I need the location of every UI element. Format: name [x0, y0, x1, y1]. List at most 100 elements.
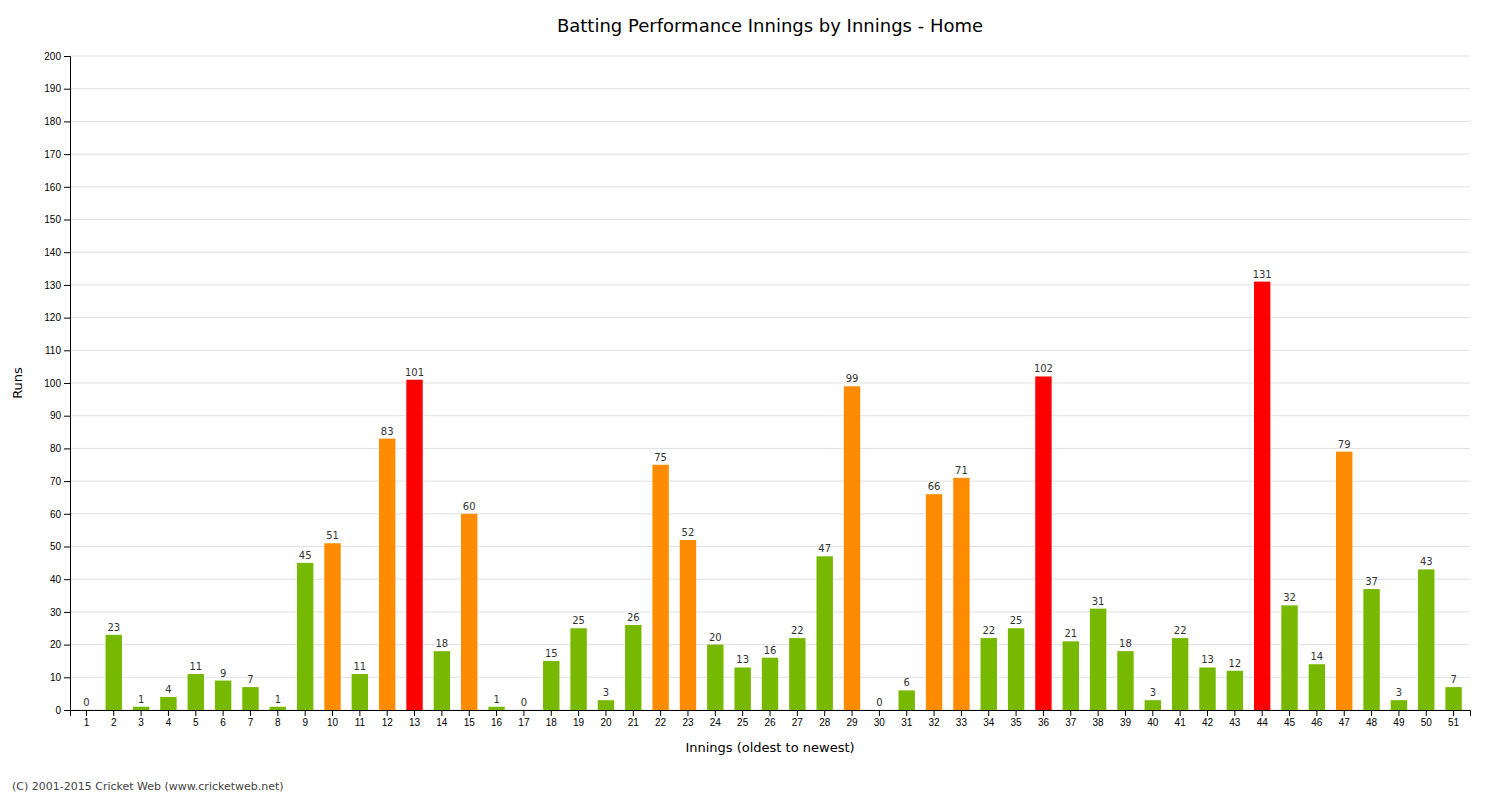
tick: 35	[1011, 710, 1023, 728]
tick: 190	[44, 83, 70, 94]
data-label: 32	[1283, 592, 1296, 603]
tick-label: 31	[901, 717, 913, 728]
tick-mark	[250, 710, 251, 716]
tick-label: 50	[1421, 717, 1433, 728]
data-label: 0	[521, 697, 527, 708]
data-label: 11	[189, 661, 202, 672]
tick-label: 48	[1366, 717, 1378, 728]
tick-mark	[1262, 710, 1263, 716]
tick: 50	[50, 541, 70, 552]
tick: 110	[45, 345, 70, 356]
tick-mark	[64, 154, 70, 155]
data-label: 7	[1450, 674, 1456, 685]
tick: 120	[44, 312, 70, 323]
tick-mark	[605, 710, 606, 716]
tick-mark	[1344, 710, 1345, 716]
tick-label: 43	[1229, 717, 1241, 728]
tick: 23	[682, 710, 694, 728]
bar	[625, 625, 641, 710]
grid-line	[70, 154, 1470, 155]
tick-mark	[906, 710, 907, 716]
data-label: 6	[904, 677, 910, 688]
bar	[844, 386, 860, 710]
tick-label: 22	[655, 717, 667, 728]
data-label: 1	[138, 694, 144, 705]
data-label: 3	[1396, 687, 1402, 698]
tick-label: 2	[111, 717, 117, 728]
tick-mark	[64, 252, 70, 253]
tick-label: 49	[1393, 717, 1405, 728]
tick-label: 19	[573, 717, 585, 728]
bar	[734, 667, 750, 710]
data-label: 22	[791, 625, 804, 636]
tick-label: 20	[600, 717, 612, 728]
bar	[461, 514, 477, 710]
bar	[270, 707, 286, 710]
tick-mark	[797, 710, 798, 716]
tick: 18	[546, 710, 558, 728]
tick-mark	[64, 645, 70, 646]
tick-label: 1	[84, 717, 90, 728]
tick-label: 70	[50, 476, 62, 487]
tick: 15	[464, 710, 476, 728]
tick-mark	[1234, 710, 1235, 716]
tick-label: 9	[302, 717, 308, 728]
data-label: 25	[572, 615, 585, 626]
tick: 1	[84, 710, 90, 728]
grid-line	[70, 219, 1470, 220]
tick-mark	[469, 710, 470, 716]
tick: 14	[436, 710, 448, 728]
data-label: 0	[876, 697, 882, 708]
tick-label: 90	[50, 410, 62, 421]
tick-mark	[523, 710, 524, 716]
plot: 0231411971455111831011860101525326755220…	[44, 51, 1470, 728]
tick: 32	[929, 710, 941, 728]
tick: 44	[1257, 710, 1269, 728]
bar	[926, 494, 942, 710]
bar	[1117, 651, 1133, 710]
tick-label: 15	[464, 717, 476, 728]
tick-label: 20	[50, 639, 62, 650]
grid-line	[70, 121, 1470, 122]
bar	[762, 658, 778, 710]
data-label: 4	[165, 684, 171, 695]
tick-mark	[441, 710, 442, 716]
y-axis-title: Runs	[10, 367, 25, 399]
data-label: 43	[1420, 556, 1433, 567]
tick-mark	[578, 710, 579, 716]
data-label: 3	[1150, 687, 1156, 698]
tick-label: 25	[737, 717, 749, 728]
tick-mark	[852, 710, 853, 716]
bar	[352, 674, 368, 710]
data-label: 83	[381, 426, 394, 437]
tick-label: 30	[874, 717, 886, 728]
tick-label: 39	[1120, 717, 1132, 728]
tick-mark	[1289, 710, 1290, 716]
tick-mark	[1453, 710, 1454, 716]
tick-label: 36	[1038, 717, 1050, 728]
tick-label: 6	[220, 717, 226, 728]
bar	[406, 380, 422, 710]
tick: 80	[50, 443, 70, 454]
tick: 8	[275, 710, 281, 728]
tick-mark	[1207, 710, 1208, 716]
bar	[106, 635, 122, 710]
tick-mark	[64, 547, 70, 548]
tick-label: 8	[275, 717, 281, 728]
bar	[1391, 700, 1407, 710]
tick: 38	[1093, 710, 1105, 728]
bar	[297, 563, 313, 710]
tick-mark	[64, 579, 70, 580]
tick: 25	[737, 710, 749, 728]
bar	[899, 690, 915, 710]
bar	[160, 697, 176, 710]
bar	[1336, 452, 1352, 710]
bar	[680, 540, 696, 710]
bar	[242, 687, 258, 710]
bar	[1227, 671, 1243, 710]
tick-label: 170	[44, 149, 61, 160]
tick-mark	[64, 416, 70, 417]
tick-label: 27	[792, 717, 804, 728]
tick: 0	[55, 705, 70, 716]
tick-mark	[64, 121, 70, 122]
